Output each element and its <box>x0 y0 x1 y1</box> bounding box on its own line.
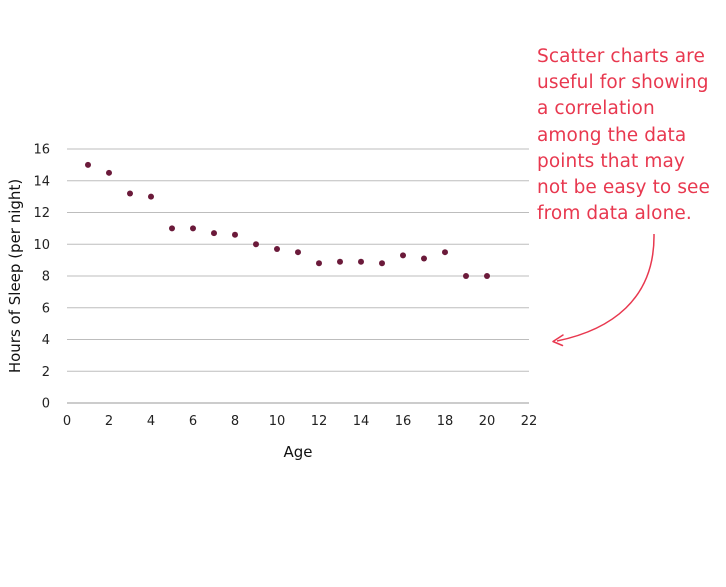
scatter-point <box>274 246 280 253</box>
scatter-point <box>400 252 406 259</box>
annotation-line: points that may <box>537 150 685 172</box>
x-tick-label: 2 <box>105 414 113 429</box>
annotation-line: from data alone. <box>537 203 692 225</box>
scatter-point <box>484 273 490 279</box>
annotation-arrow-curve <box>556 233 655 342</box>
scatter-point <box>295 249 301 256</box>
data-points <box>85 161 490 279</box>
y-tick-label: 4 <box>42 333 50 348</box>
y-axis-title: Hours of Sleep (per night) <box>6 179 24 373</box>
x-tick-label: 14 <box>353 414 370 429</box>
y-tick-label: 14 <box>33 174 50 189</box>
x-tick-label: 16 <box>395 414 412 429</box>
scatter-point <box>253 241 259 248</box>
x-tick-labels: 0 2 4 6 8 10 12 14 16 18 20 22 <box>63 414 537 429</box>
y-tick-label: 16 <box>33 143 50 158</box>
scatter-point <box>127 190 133 197</box>
x-tick-label: 4 <box>147 414 155 429</box>
x-tick-label: 0 <box>63 414 71 429</box>
scatter-point <box>379 260 385 267</box>
x-tick-label: 6 <box>189 414 197 429</box>
y-tick-label: 10 <box>33 238 50 253</box>
annotation-line: not be easy to see <box>537 177 711 199</box>
scatter-point <box>442 249 448 256</box>
annotation-line: a correlation <box>537 98 655 120</box>
scatter-point <box>316 260 322 267</box>
x-tick-label: 10 <box>269 414 286 429</box>
scatter-point <box>232 231 238 238</box>
gridlines <box>67 148 529 404</box>
x-tick-label: 18 <box>437 414 454 429</box>
annotation-arrow-head <box>552 334 564 347</box>
scatter-point <box>358 258 364 265</box>
scatter-point <box>463 273 469 279</box>
y-tick-label: 8 <box>42 270 50 285</box>
x-tick-label: 12 <box>311 414 328 429</box>
x-tick-label: 22 <box>521 414 538 429</box>
annotation-text: Scatter charts are useful for showing a co… <box>537 44 722 227</box>
annotation-line: among the data <box>537 124 687 146</box>
scatter-point <box>211 230 217 237</box>
y-tick-label: 6 <box>42 301 50 316</box>
scatter-point <box>190 225 196 232</box>
annotation-line: Scatter charts are <box>537 46 705 67</box>
scatter-point <box>148 193 154 200</box>
y-tick-label: 0 <box>42 397 50 412</box>
y-tick-label: 12 <box>33 206 50 221</box>
scatter-point <box>337 258 343 265</box>
scatter-point <box>421 255 427 262</box>
annotation-arrow <box>552 233 655 347</box>
y-tick-labels: 0 2 4 6 8 10 12 14 16 <box>33 143 50 412</box>
scatter-point <box>85 161 91 168</box>
y-tick-label: 2 <box>42 365 50 380</box>
scatter-point <box>106 169 112 176</box>
annotation-line: useful for showing <box>537 72 709 94</box>
x-axis-title: Age <box>283 443 312 461</box>
x-tick-label: 20 <box>479 414 496 429</box>
scatter-point <box>169 225 175 232</box>
x-tick-label: 8 <box>231 414 239 429</box>
